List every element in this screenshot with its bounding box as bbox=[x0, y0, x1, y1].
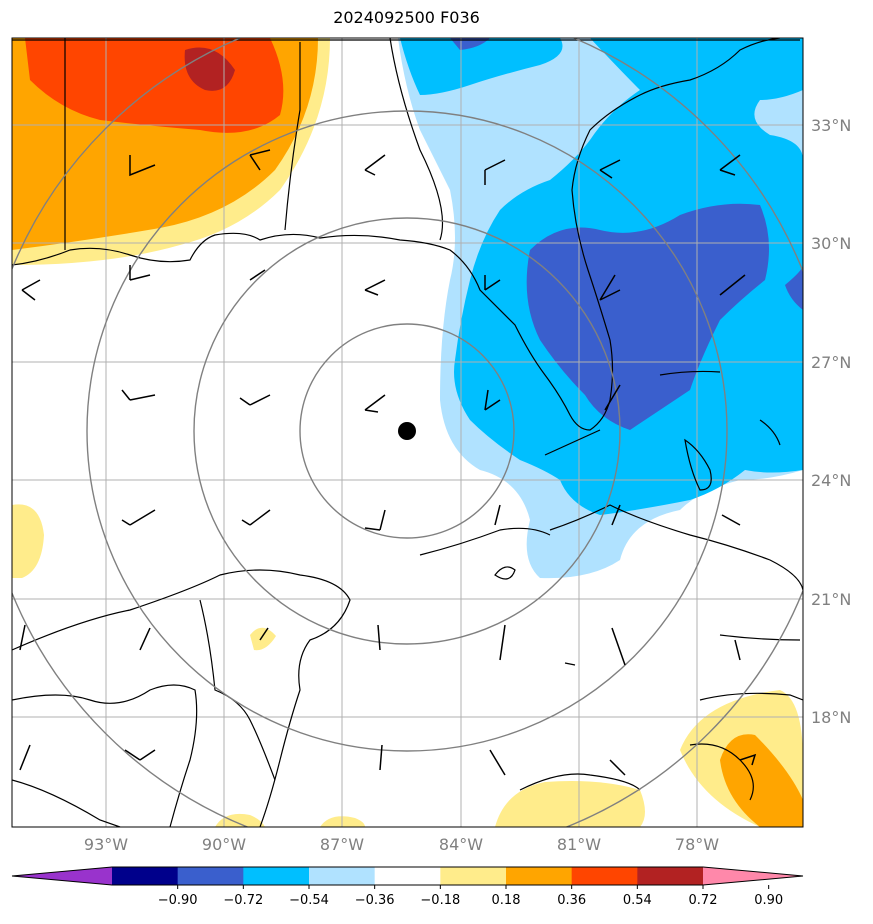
colorbar-label: 0.54 bbox=[623, 893, 652, 908]
colorbar-extend-high bbox=[703, 867, 803, 885]
colorbar-outline bbox=[11, 866, 804, 886]
colorbar-segment bbox=[637, 867, 704, 885]
colorbar-label: −0.90 bbox=[158, 893, 198, 908]
colorbar-segment bbox=[571, 867, 638, 885]
map-title: 2024092500 F036 bbox=[333, 8, 480, 27]
colorbar-segment bbox=[177, 867, 244, 885]
range-rings bbox=[12, 38, 803, 827]
lon-label: 87°W bbox=[320, 835, 364, 854]
graticule bbox=[12, 38, 803, 827]
negative-anomaly-field bbox=[398, 38, 803, 579]
lat-label: 33°N bbox=[811, 116, 851, 135]
colorbar-segment bbox=[309, 867, 376, 885]
lon-label: 81°W bbox=[557, 835, 601, 854]
colorbar-label: 0.36 bbox=[557, 893, 586, 908]
lat-label: 18°N bbox=[811, 708, 851, 727]
colorbar-segment bbox=[243, 867, 310, 885]
lat-label: 21°N bbox=[811, 590, 851, 609]
colorbar-label: −0.36 bbox=[355, 893, 395, 908]
lon-label: 84°W bbox=[439, 835, 483, 854]
map-frame bbox=[11, 37, 804, 828]
colorbar-label: −0.72 bbox=[223, 893, 263, 908]
map-area bbox=[12, 38, 803, 827]
colorbar-segment bbox=[112, 867, 179, 885]
lon-label: 90°W bbox=[202, 835, 246, 854]
colorbar: −0.90 −0.72 −0.54 −0.36 −0.18 0.18 0.36 0.54 0.7… bbox=[11, 866, 804, 908]
colorbar-label: −0.18 bbox=[420, 893, 460, 908]
colorbar-segment bbox=[374, 867, 441, 885]
lat-label: 30°N bbox=[811, 234, 851, 253]
positive-anomaly-field bbox=[12, 38, 803, 827]
wind-barbs bbox=[19, 149, 757, 776]
colorbar-label: 0.18 bbox=[492, 893, 521, 908]
colorbar-segment bbox=[506, 867, 573, 885]
coastlines bbox=[12, 38, 803, 827]
latitude-labels: 33°N 30°N 27°N 24°N 21°N 18°N bbox=[811, 116, 851, 727]
longitude-labels: 93°W 90°W 87°W 84°W 81°W 78°W bbox=[84, 835, 719, 854]
lat-label: 27°N bbox=[811, 353, 851, 372]
colorbar-label: −0.54 bbox=[289, 893, 329, 908]
colorbar-segment bbox=[440, 867, 507, 885]
lat-label: 24°N bbox=[811, 471, 851, 490]
colorbar-extend-low bbox=[12, 867, 112, 885]
lon-label: 93°W bbox=[84, 835, 128, 854]
colorbar-label: 0.90 bbox=[754, 893, 783, 908]
colorbar-label: 0.72 bbox=[689, 893, 718, 908]
storm-center-marker bbox=[398, 422, 416, 440]
lon-label: 78°W bbox=[675, 835, 719, 854]
